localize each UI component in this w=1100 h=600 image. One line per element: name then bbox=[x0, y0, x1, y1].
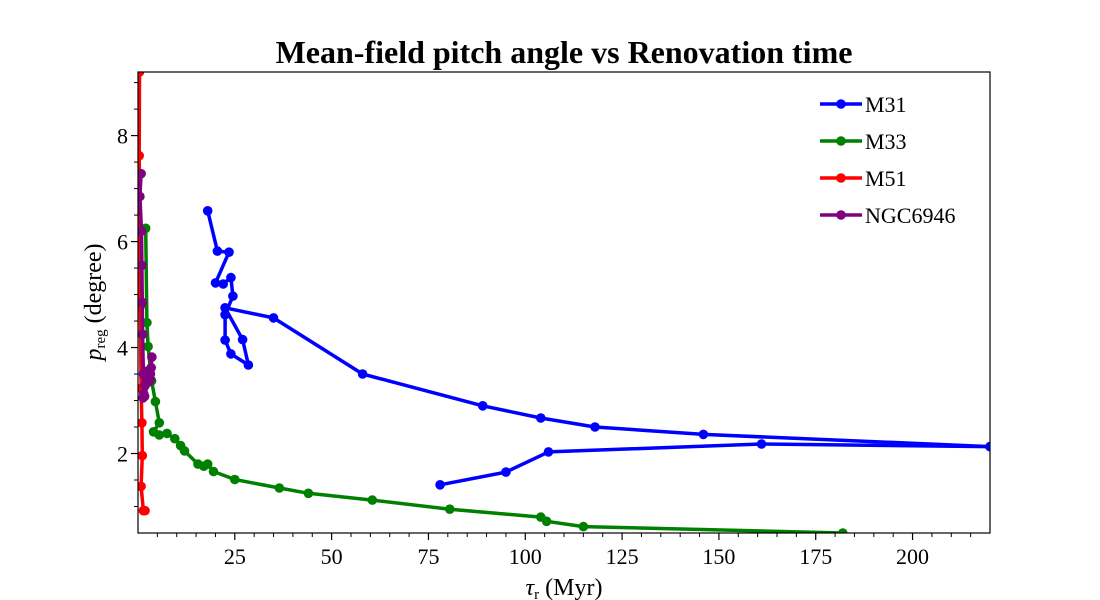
data-point-m31-1-6 bbox=[228, 291, 238, 301]
data-point-m31-1-7 bbox=[220, 309, 230, 320]
x-tick-label: 100 bbox=[509, 544, 542, 569]
data-point-ngc6946-1-1 bbox=[138, 191, 145, 202]
x-tick-label: 75 bbox=[417, 544, 439, 569]
data-point-m31-1-0 bbox=[202, 206, 213, 216]
data-point-m33-1-17 bbox=[274, 483, 285, 493]
data-point-ngc6946-1-5 bbox=[138, 329, 148, 340]
data-point-m33-1-18 bbox=[303, 488, 314, 499]
data-point-m31-1-10 bbox=[243, 360, 254, 370]
series-line-m33 bbox=[143, 226, 845, 533]
y-axis-label: preg (degree) bbox=[81, 243, 109, 362]
data-point-m33-1-16 bbox=[230, 474, 240, 485]
x-tick-label: 175 bbox=[799, 544, 832, 569]
data-point-m31-1-15 bbox=[477, 401, 488, 411]
y-tick-label: 8 bbox=[117, 124, 128, 149]
data-point-ngc6946-1-16 bbox=[140, 366, 151, 377]
x-tick-label: 50 bbox=[321, 544, 343, 569]
data-point-m33-1-8 bbox=[162, 428, 172, 439]
legend: M31 M33 M51 NGC6946 bbox=[820, 92, 955, 228]
data-point-m31-1-5 bbox=[226, 272, 236, 283]
data-point-m31-1-11 bbox=[237, 334, 248, 345]
data-point-m33-1-11 bbox=[179, 446, 190, 456]
data-point-m31-2-2 bbox=[543, 447, 554, 457]
data-point-ngc6946-1-3 bbox=[138, 260, 147, 271]
data-point-ngc6946-1-15 bbox=[140, 380, 150, 391]
data-point-m33-1-24 bbox=[838, 528, 848, 533]
data-point-m33-1-15 bbox=[208, 466, 219, 477]
legend-marker-m51 bbox=[836, 173, 846, 183]
data-point-m33-1-22 bbox=[541, 516, 552, 527]
data-point-m33-1-14 bbox=[202, 459, 213, 469]
data-point-m33-1-23 bbox=[578, 521, 589, 532]
data-point-m31-1-4 bbox=[218, 279, 228, 289]
data-point-ngc6946-1-12 bbox=[147, 352, 157, 362]
data-point-ngc6946-1-17 bbox=[138, 393, 148, 403]
legend-label-m51: M51 bbox=[865, 166, 907, 191]
data-point-m51-1-0 bbox=[138, 72, 145, 77]
legend-marker-ngc6946 bbox=[836, 210, 846, 220]
y-axis-ticks: 2 4 6 8 bbox=[117, 82, 138, 508]
y-tick-label: 2 bbox=[117, 442, 128, 467]
data-point-m31-1-12 bbox=[220, 303, 230, 313]
data-point-m31-1-13 bbox=[268, 313, 279, 323]
x-tick-label: 150 bbox=[702, 544, 735, 569]
data-point-m33-1-4 bbox=[150, 396, 161, 407]
data-point-m33-1-19 bbox=[367, 495, 378, 505]
y-axis-label-main: p bbox=[81, 349, 107, 363]
data-point-m33-1-1 bbox=[142, 317, 152, 328]
data-point-m31-1-17 bbox=[590, 422, 600, 432]
data-point-m33-1-20 bbox=[445, 504, 455, 514]
y-axis-label-sub: reg bbox=[93, 329, 109, 349]
data-point-m31-1-1 bbox=[212, 246, 223, 256]
data-point-m31-2-3 bbox=[501, 467, 511, 477]
series-line-m31-2 bbox=[438, 442, 990, 487]
data-point-ngc6946-1-2 bbox=[138, 226, 147, 236]
y-axis-label-rest: (degree) bbox=[81, 243, 107, 329]
x-axis-label-sub: r bbox=[534, 587, 539, 600]
data-point-m51-1-8 bbox=[140, 505, 150, 516]
data-point-m31-2-4 bbox=[435, 480, 445, 490]
data-point-m51-1-4 bbox=[138, 418, 147, 428]
data-point-m31-1-9 bbox=[226, 349, 236, 359]
legend-label-m31: M31 bbox=[865, 92, 907, 117]
data-point-m31-1-2 bbox=[224, 247, 234, 257]
data-point-m31-1-3 bbox=[210, 278, 221, 288]
data-point-m33-1-5 bbox=[154, 418, 165, 428]
x-axis-label-main: τ bbox=[526, 575, 536, 600]
data-point-m51-1-5 bbox=[138, 450, 148, 461]
data-point-ngc6946-1-4 bbox=[138, 297, 148, 308]
data-point-m51-1-6 bbox=[138, 481, 146, 492]
x-axis-label-rest: (Myr) bbox=[539, 575, 602, 600]
y-tick-label: 4 bbox=[117, 336, 128, 361]
data-point-m33-1-2 bbox=[143, 341, 153, 352]
series-line-m31-1 bbox=[205, 209, 990, 449]
data-point-m33-1-9 bbox=[170, 433, 180, 444]
x-tick-label: 25 bbox=[224, 544, 246, 569]
x-tick-label: 200 bbox=[896, 544, 929, 569]
chart-title: Mean-field pitch angle vs Renovation tim… bbox=[276, 34, 853, 70]
data-point-m31-1-8 bbox=[220, 335, 230, 345]
legend-marker-m31 bbox=[836, 99, 846, 109]
data-point-m31-1-18 bbox=[698, 429, 709, 440]
data-point-m31-1-14 bbox=[357, 369, 368, 379]
x-tick-label: 125 bbox=[606, 544, 639, 569]
x-axis-ticks: 25 50 75 100 125 150 175 200 bbox=[156, 533, 972, 569]
data-point-m33-1-7 bbox=[154, 430, 165, 440]
plot-frame bbox=[137, 71, 991, 534]
data-point-m51-1-1 bbox=[138, 150, 144, 161]
legend-label-m33: M33 bbox=[865, 129, 907, 154]
plot-area bbox=[137, 71, 991, 534]
y-tick-label: 6 bbox=[117, 230, 128, 255]
legend-marker-m33 bbox=[836, 136, 846, 146]
series-layer bbox=[138, 72, 990, 533]
x-axis-label: τr (Myr) bbox=[526, 575, 603, 600]
data-point-m31-1-16 bbox=[536, 413, 546, 423]
data-point-m31-2-0 bbox=[985, 441, 990, 452]
data-point-ngc6946-1-0 bbox=[138, 168, 146, 179]
legend-label-ngc6946: NGC6946 bbox=[865, 203, 955, 228]
data-point-m31-2-1 bbox=[756, 439, 767, 449]
